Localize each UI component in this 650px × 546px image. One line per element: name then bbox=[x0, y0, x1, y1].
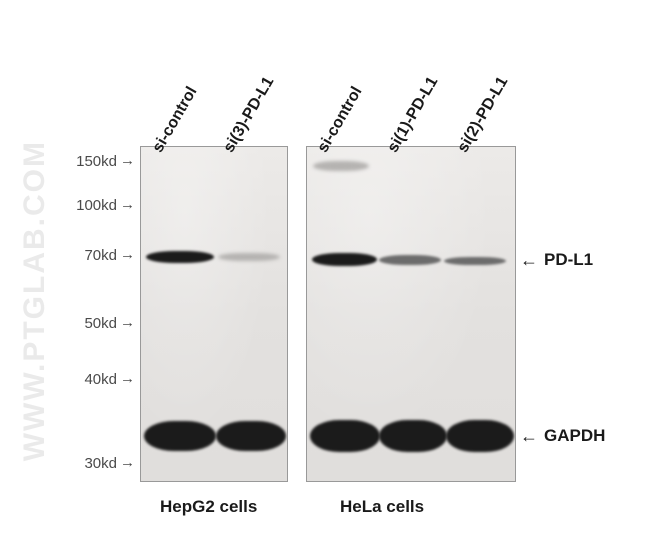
protein-arrow-icon: ← bbox=[520, 250, 538, 271]
band-gapdh bbox=[310, 420, 380, 452]
cell-line-label: HepG2 cells bbox=[160, 497, 257, 517]
band-pdl1 bbox=[146, 251, 214, 263]
lane-label: si(3)-PD-L1 bbox=[220, 74, 278, 156]
ladder-label: 40kd bbox=[84, 371, 117, 388]
band-pdl1 bbox=[218, 253, 280, 261]
band-smudge bbox=[313, 161, 369, 171]
ladder-arrow-icon: → bbox=[120, 314, 135, 331]
blot-panel-hela bbox=[306, 146, 516, 482]
ladder-label: 150kd bbox=[76, 153, 117, 170]
blot-panel-hepg2 bbox=[140, 146, 288, 482]
ladder-label: 30kd bbox=[84, 455, 117, 472]
band-pdl1 bbox=[379, 255, 441, 265]
band-gapdh bbox=[379, 420, 447, 452]
band-pdl1 bbox=[444, 257, 506, 265]
protein-label: GAPDH bbox=[544, 426, 605, 446]
ladder-label: 50kd bbox=[84, 315, 117, 332]
band-gapdh bbox=[144, 421, 216, 451]
cell-line-label: HeLa cells bbox=[340, 497, 424, 517]
watermark-text: WWW.PTGLAB.COM bbox=[18, 140, 52, 461]
ladder-arrow-icon: → bbox=[120, 246, 135, 263]
protein-label: PD-L1 bbox=[544, 250, 593, 270]
protein-arrow-icon: ← bbox=[520, 426, 538, 447]
ladder-arrow-icon: → bbox=[120, 196, 135, 213]
ladder-label: 100kd bbox=[76, 197, 117, 214]
ladder-label: 70kd bbox=[84, 247, 117, 264]
band-gapdh bbox=[216, 421, 286, 451]
band-gapdh bbox=[446, 420, 514, 452]
ladder-arrow-icon: → bbox=[120, 152, 135, 169]
lane-label: si(2)-PD-L1 bbox=[454, 74, 512, 156]
band-pdl1 bbox=[312, 253, 377, 266]
ladder-arrow-icon: → bbox=[120, 370, 135, 387]
western-blot-figure: WWW.PTGLAB.COM 150kd→100kd→70kd→50kd→40k… bbox=[0, 0, 650, 546]
lane-label: si(1)-PD-L1 bbox=[384, 74, 442, 156]
ladder-arrow-icon: → bbox=[120, 454, 135, 471]
